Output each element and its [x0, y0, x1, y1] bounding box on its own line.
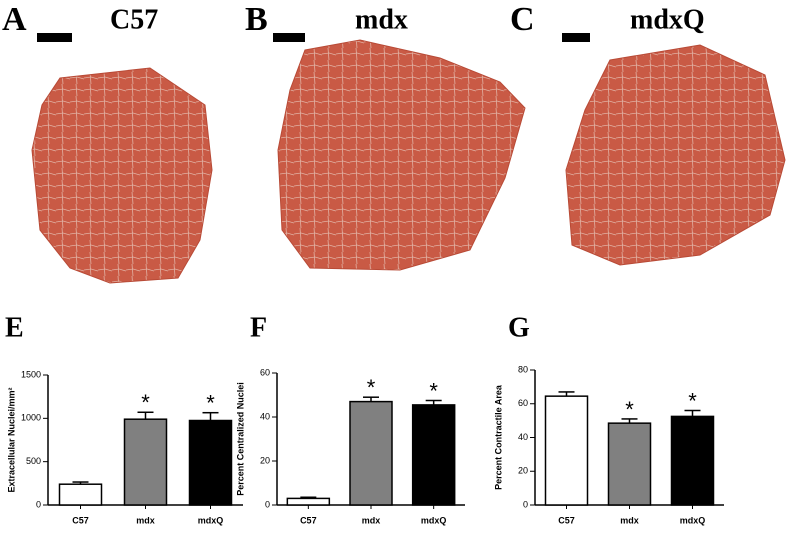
bar — [286, 497, 331, 506]
panel-letter: A — [2, 1, 27, 38]
panel-letter: B — [245, 1, 268, 38]
bar-chart: E 0 500 1000 1500 Extracellular Nuclei/mm² C57… — [5, 312, 243, 525]
x-tick-label: C57 — [300, 515, 317, 525]
y-tick-label: 0 — [36, 499, 41, 509]
bar — [123, 418, 168, 506]
x-tick-label: mdx — [362, 515, 381, 525]
significance-mark: * — [206, 391, 215, 416]
panel-title: mdxQ — [630, 4, 705, 35]
y-axis-label: Percent Centralized Nuclei — [235, 382, 245, 496]
y-axis-label: Extracellular Nuclei/mm² — [6, 387, 16, 492]
scale-bar — [562, 33, 590, 42]
y-tick-label: 60 — [260, 367, 270, 377]
y-tick-label: 0 — [523, 499, 528, 509]
bar — [411, 404, 456, 506]
histology-b: B mdx — [245, 1, 526, 271]
y-tick-label: 40 — [260, 411, 270, 421]
x-tick-label: mdxQ — [198, 515, 224, 525]
panel-letter: E — [5, 312, 24, 343]
x-tick-label: mdx — [136, 515, 155, 525]
significance-mark: * — [367, 375, 376, 400]
panel-title: C57 — [110, 4, 158, 35]
x-tick-label: C57 — [72, 515, 89, 525]
bar — [544, 395, 589, 506]
significance-mark: * — [688, 388, 697, 413]
y-tick-label: 40 — [518, 432, 528, 442]
significance-mark: * — [625, 397, 634, 422]
significance-mark: * — [141, 390, 150, 415]
bar-chart: F 0 20 40 60 Percent Centralized Nuclei C57 mdx… — [235, 312, 465, 525]
y-tick-label: 500 — [26, 456, 41, 466]
y-tick-label: 60 — [518, 398, 528, 408]
y-tick-label: 1500 — [21, 369, 41, 379]
scale-bar — [273, 33, 305, 42]
histology-c: C mdxQ — [510, 1, 786, 266]
panel-letter: G — [508, 312, 530, 343]
panel-title: mdx — [355, 4, 408, 35]
panel-letter: F — [250, 312, 267, 343]
y-axis-label: Percent Contractile Area — [493, 384, 503, 490]
significance-mark: * — [429, 378, 438, 403]
bar — [670, 415, 715, 506]
x-tick-label: mdxQ — [421, 515, 447, 525]
x-tick-label: C57 — [558, 515, 575, 525]
y-tick-label: 80 — [518, 364, 528, 374]
y-tick-label: 20 — [518, 466, 528, 476]
histology-a: A C57 — [2, 1, 213, 284]
scale-bar — [37, 33, 72, 42]
bar — [58, 483, 103, 506]
y-tick-label: 0 — [265, 499, 270, 509]
panel-letter: C — [510, 1, 535, 38]
bar — [607, 422, 652, 506]
x-tick-label: mdx — [620, 515, 639, 525]
y-tick-label: 1000 — [21, 413, 41, 423]
bar — [349, 400, 393, 506]
bar-chart: G 0 20 40 60 80 Percent Contractile Area C57 mdx… — [493, 312, 724, 525]
y-tick-label: 20 — [260, 455, 270, 465]
x-tick-label: mdxQ — [680, 515, 706, 525]
bar — [188, 419, 233, 506]
